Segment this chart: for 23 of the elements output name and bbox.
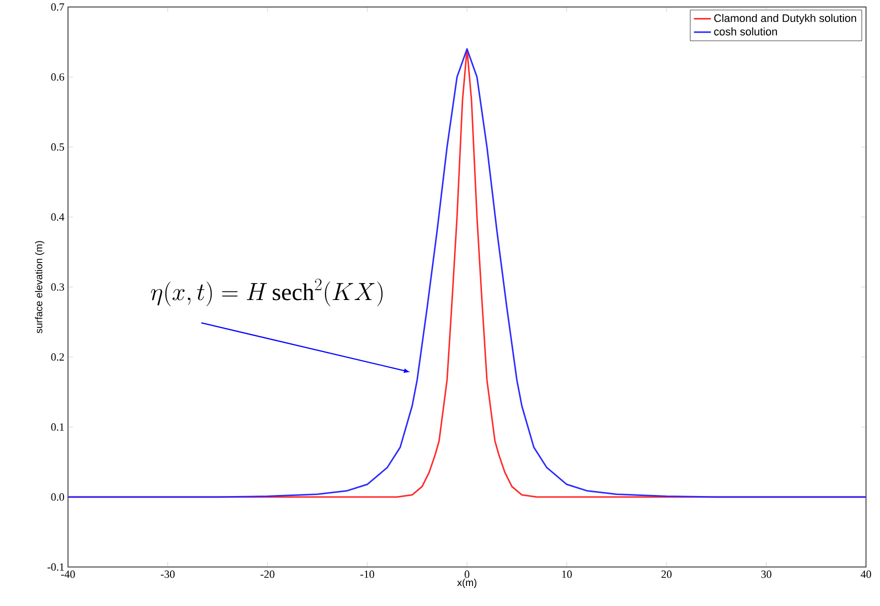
x-tick-label: -40 <box>61 570 75 578</box>
x-tick-label: 40 <box>860 570 872 578</box>
x-tick-label: 0 <box>464 570 470 578</box>
y-axis-title: surface elevation (m) <box>35 241 44 334</box>
y-tick-label: 0.6 <box>51 73 64 81</box>
y-tick-label: -0.1 <box>48 563 64 571</box>
legend-label: cosh solution <box>714 27 777 36</box>
y-tick-label: 0.5 <box>51 143 64 151</box>
x-tick-label: -20 <box>260 570 274 578</box>
y-tick-label: 0.1 <box>51 423 64 431</box>
x-tick-label: 10 <box>562 570 572 578</box>
annotation: $\eta(x,t) = H\,\mathrm{sech}^{2}(KX)$ <box>150 278 383 306</box>
x-tick-label: 20 <box>662 570 672 578</box>
y-tick-label: 0.4 <box>51 213 64 221</box>
x-tick-label: -10 <box>360 570 374 578</box>
y-tick-label: 0.0 <box>51 493 64 501</box>
x-tick-label: 30 <box>761 570 772 578</box>
y-tick-label: 0.3 <box>51 283 64 291</box>
y-tick-label: 0.7 <box>51 3 64 11</box>
x-axis-title: x(m) <box>457 578 476 588</box>
legend-label: Clamond and Dutykh solution <box>714 14 856 24</box>
y-tick-label: 0.2 <box>51 353 64 361</box>
x-tick-label: -30 <box>160 570 175 578</box>
